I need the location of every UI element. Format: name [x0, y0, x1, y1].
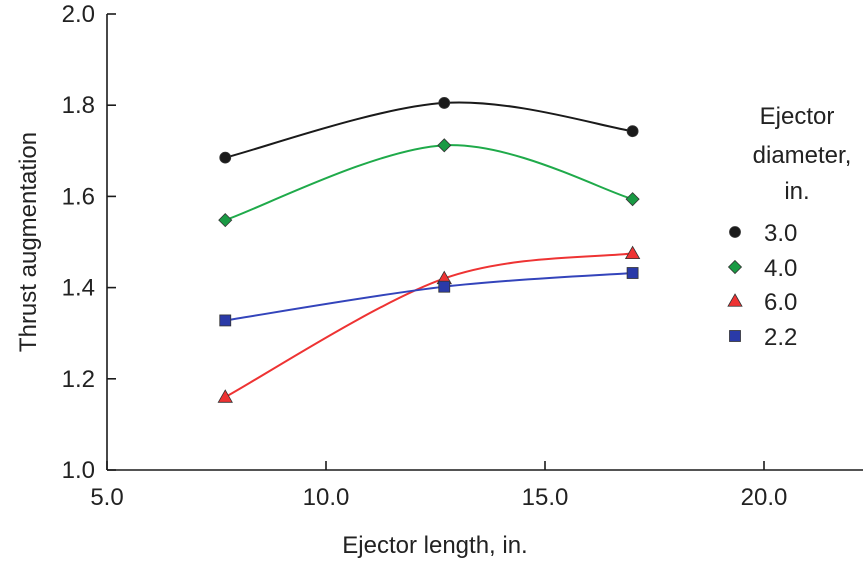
y-tick-label: 1.6 — [62, 183, 95, 210]
data-point-4-0 — [625, 192, 640, 207]
series-line-6-0 — [224, 252, 633, 398]
x-axis-title: Ejector length, in. — [342, 532, 527, 559]
legend-title-line: in. — [784, 178, 809, 205]
y-tick-label: 1.8 — [62, 92, 95, 119]
legend-marker-2-2 — [729, 330, 741, 342]
data-point-3-0 — [626, 125, 639, 138]
legend-label-6-0: 6.0 — [764, 289, 797, 316]
x-tick-label: 10.0 — [303, 484, 350, 511]
y-axis-title: Thrust augmentation — [15, 132, 42, 352]
legend-label-2-2: 2.2 — [764, 324, 797, 351]
legend-label-3-0: 3.0 — [764, 220, 797, 247]
y-tick-label: 1.0 — [62, 457, 95, 484]
data-point-2-2 — [219, 314, 232, 327]
series-line-3-0 — [225, 101, 633, 159]
data-point-3-0 — [438, 97, 451, 109]
data-point-6-0 — [624, 245, 641, 260]
y-tick-label: 1.4 — [62, 275, 95, 302]
x-tick-label: 20.0 — [741, 484, 788, 511]
legend-marker-3-0 — [729, 226, 741, 238]
x-ticks: 5.0 10.0 15.0 20.0 — [90, 461, 787, 511]
data-point-2-2 — [626, 267, 639, 279]
legend-title-line: diameter, — [753, 142, 852, 169]
x-tick-label: 5.0 — [90, 484, 123, 511]
data-point-3-0 — [219, 151, 232, 164]
legend-title: Ejector diameter, in. — [753, 103, 852, 205]
data-point-4-0 — [218, 213, 233, 228]
legend: Ejector diameter, in. 3.0 4.0 6.0 2.2 — [727, 103, 852, 351]
legend-marker-4-0 — [727, 259, 743, 275]
y-ticks: 1.0 1.2 1.4 1.6 1.8 2.0 — [62, 1, 116, 484]
data-point-4-0 — [437, 138, 452, 153]
series-lines — [224, 101, 633, 398]
series-line-4-0 — [224, 144, 633, 222]
series-markers — [217, 97, 641, 403]
legend-label-4-0: 4.0 — [764, 255, 797, 282]
data-point-2-2 — [438, 280, 451, 293]
legend-marker-6-0 — [727, 293, 743, 307]
axes — [106, 14, 863, 471]
data-point-6-0 — [217, 389, 233, 403]
x-tick-label: 15.0 — [522, 484, 569, 511]
y-tick-label: 2.0 — [62, 1, 95, 28]
series-line-2-2 — [225, 272, 633, 322]
y-tick-label: 1.2 — [62, 366, 95, 393]
legend-entries: 3.0 4.0 6.0 2.2 — [727, 220, 797, 351]
legend-title-line: Ejector — [760, 103, 835, 130]
